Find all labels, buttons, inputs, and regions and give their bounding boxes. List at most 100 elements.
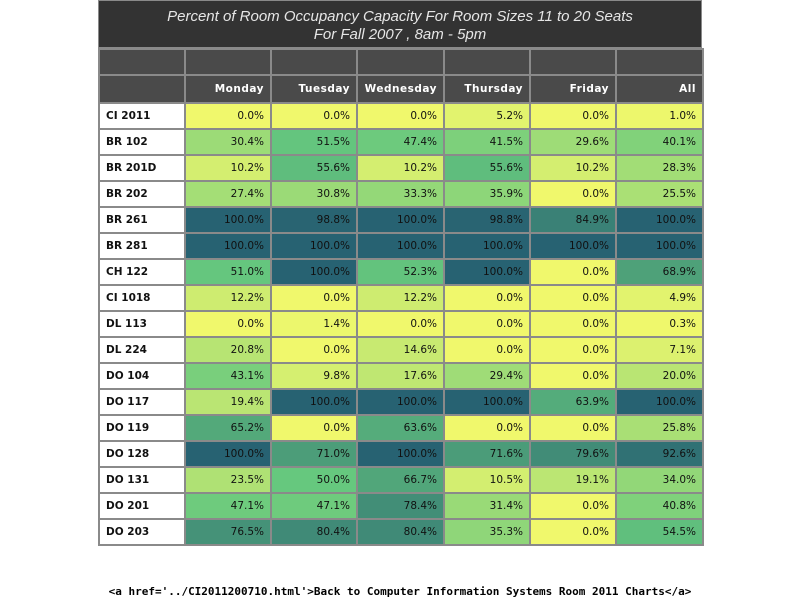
- heatmap-cell: 31.4%: [443, 492, 531, 520]
- heatmap-cell: 1.0%: [615, 102, 704, 130]
- heatmap-cell: 29.6%: [529, 128, 617, 156]
- heatmap-cell: 0.0%: [270, 102, 358, 130]
- table-row: CH 122 51.0% 100.0% 52.3% 100.0% 0.0% 68.9%: [98, 258, 704, 286]
- heatmap-cell: 71.0%: [270, 440, 358, 468]
- table-row: DO 203 76.5% 80.4% 80.4% 35.3% 0.0% 54.5%: [98, 518, 704, 546]
- table-row: DO 119 65.2% 0.0% 63.6% 0.0% 0.0% 25.8%: [98, 414, 704, 442]
- heatmap-cell: 23.5%: [184, 466, 272, 494]
- heatmap-cell: 47.1%: [270, 492, 358, 520]
- chart-subtitle: For Fall 2007 , 8am - 5pm: [313, 26, 487, 43]
- heatmap-cell: 0.3%: [615, 310, 704, 338]
- heatmap-cell: 80.4%: [270, 518, 358, 546]
- corner-header-cell: [98, 74, 186, 104]
- heatmap-cell: 98.8%: [443, 206, 531, 234]
- heatmap-table-container: Percent of Room Occupancy Capacity For R…: [98, 0, 704, 546]
- heatmap-cell: 100.0%: [356, 206, 445, 234]
- heatmap-cell: 100.0%: [529, 232, 617, 260]
- heatmap-cell: 100.0%: [356, 232, 445, 260]
- heatmap-cell: 28.3%: [615, 154, 704, 182]
- row-label: CI 1018: [98, 284, 186, 312]
- header-spacer-cell: [270, 48, 358, 76]
- heatmap-cell: 30.4%: [184, 128, 272, 156]
- heatmap-cell: 12.2%: [184, 284, 272, 312]
- heatmap-cell: 76.5%: [184, 518, 272, 546]
- heatmap-cell: 0.0%: [443, 336, 531, 364]
- row-label: DO 128: [98, 440, 186, 468]
- header-spacer-cell: [529, 48, 617, 76]
- heatmap-cell: 20.0%: [615, 362, 704, 390]
- heatmap-cell: 78.4%: [356, 492, 445, 520]
- heatmap-cell: 79.6%: [529, 440, 617, 468]
- row-label: BR 202: [98, 180, 186, 208]
- table-row: DO 131 23.5% 50.0% 66.7% 10.5% 19.1% 34.0%: [98, 466, 704, 494]
- heatmap-cell: 52.3%: [356, 258, 445, 286]
- row-label: DO 119: [98, 414, 186, 442]
- heatmap-cell: 80.4%: [356, 518, 445, 546]
- header-spacer-cell: [443, 48, 531, 76]
- heatmap-cell: 0.0%: [443, 284, 531, 312]
- column-header-friday: Friday: [529, 74, 617, 104]
- heatmap-cell: 47.4%: [356, 128, 445, 156]
- heatmap-cell: 27.4%: [184, 180, 272, 208]
- heatmap-cell: 100.0%: [184, 232, 272, 260]
- heatmap-cell: 92.6%: [615, 440, 704, 468]
- heatmap-cell: 0.0%: [529, 258, 617, 286]
- table-row: DL 224 20.8% 0.0% 14.6% 0.0% 0.0% 7.1%: [98, 336, 704, 364]
- heatmap-cell: 9.8%: [270, 362, 358, 390]
- heatmap-cell: 10.2%: [184, 154, 272, 182]
- heatmap-cell: 84.9%: [529, 206, 617, 234]
- heatmap-cell: 0.0%: [443, 310, 531, 338]
- heatmap-cell: 68.9%: [615, 258, 704, 286]
- table-row: DO 117 19.4% 100.0% 100.0% 100.0% 63.9% 100.0%: [98, 388, 704, 416]
- heatmap-cell: 55.6%: [270, 154, 358, 182]
- row-label: BR 102: [98, 128, 186, 156]
- heatmap-cell: 10.5%: [443, 466, 531, 494]
- heatmap-cell: 0.0%: [184, 102, 272, 130]
- heatmap-cell: 100.0%: [184, 206, 272, 234]
- heatmap-cell: 100.0%: [270, 232, 358, 260]
- row-label: DO 203: [98, 518, 186, 546]
- heatmap-cell: 17.6%: [356, 362, 445, 390]
- column-header-row: Monday Tuesday Wednesday Thursday Friday All: [98, 74, 704, 104]
- heatmap-cell: 25.5%: [615, 180, 704, 208]
- heatmap-cell: 4.9%: [615, 284, 704, 312]
- row-label: DL 224: [98, 336, 186, 364]
- heatmap-cell: 100.0%: [356, 388, 445, 416]
- heatmap-cell: 34.0%: [615, 466, 704, 494]
- row-label: CI 2011: [98, 102, 186, 130]
- heatmap-cell: 40.1%: [615, 128, 704, 156]
- header-spacer-row: [98, 48, 704, 76]
- back-link[interactable]: <a href='../CI2011200710.html'>Back to C…: [108, 585, 692, 598]
- table-row: BR 102 30.4% 51.5% 47.4% 41.5% 29.6% 40.1%: [98, 128, 704, 156]
- table-row: DO 104 43.1% 9.8% 17.6% 29.4% 0.0% 20.0%: [98, 362, 704, 390]
- heatmap-cell: 100.0%: [443, 258, 531, 286]
- heatmap-cell: 0.0%: [529, 492, 617, 520]
- heatmap-cell: 100.0%: [443, 388, 531, 416]
- heatmap-cell: 66.7%: [356, 466, 445, 494]
- heatmap-cell: 65.2%: [184, 414, 272, 442]
- table-row: CI 2011 0.0% 0.0% 0.0% 5.2% 0.0% 1.0%: [98, 102, 704, 130]
- heatmap-cell: 12.2%: [356, 284, 445, 312]
- heatmap-cell: 19.1%: [529, 466, 617, 494]
- table-row: DO 201 47.1% 47.1% 78.4% 31.4% 0.0% 40.8%: [98, 492, 704, 520]
- heatmap-cell: 35.3%: [443, 518, 531, 546]
- heatmap-cell: 33.3%: [356, 180, 445, 208]
- heatmap-cell: 0.0%: [356, 102, 445, 130]
- row-label: DL 113: [98, 310, 186, 338]
- heatmap-cell: 100.0%: [615, 232, 704, 260]
- heatmap-cell: 5.2%: [443, 102, 531, 130]
- heatmap-cell: 0.0%: [529, 518, 617, 546]
- row-label: BR 261: [98, 206, 186, 234]
- heatmap-cell: 41.5%: [443, 128, 531, 156]
- heatmap-cell: 20.8%: [184, 336, 272, 364]
- heatmap-cell: 0.0%: [270, 284, 358, 312]
- column-header-wednesday: Wednesday: [356, 74, 445, 104]
- heatmap-cell: 29.4%: [443, 362, 531, 390]
- heatmap-cell: 100.0%: [184, 440, 272, 468]
- row-label: DO 131: [98, 466, 186, 494]
- heatmap-cell: 0.0%: [529, 102, 617, 130]
- heatmap-cell: 47.1%: [184, 492, 272, 520]
- heatmap-cell: 25.8%: [615, 414, 704, 442]
- table-row: CI 1018 12.2% 0.0% 12.2% 0.0% 0.0% 4.9%: [98, 284, 704, 312]
- column-header-tuesday: Tuesday: [270, 74, 358, 104]
